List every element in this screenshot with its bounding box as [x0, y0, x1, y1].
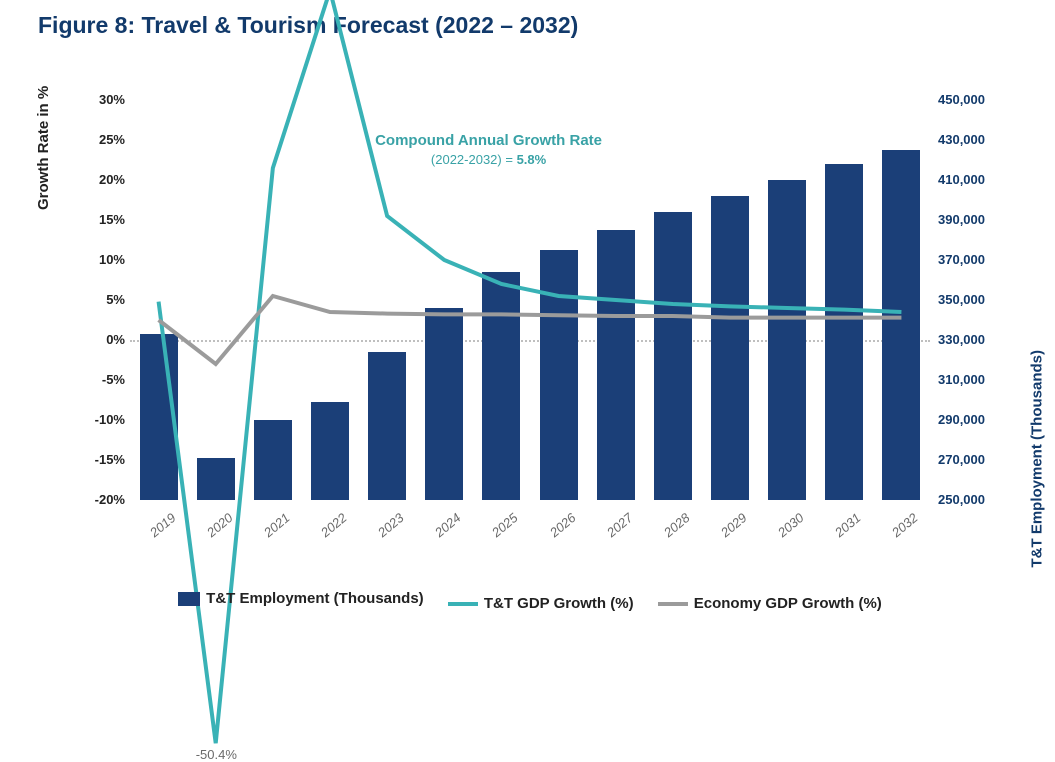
y-axis-left-label: Growth Rate in % — [35, 86, 52, 210]
legend-item-tnt-gdp: T&T GDP Growth (%) — [448, 595, 634, 612]
y-tick-right: 270,000 — [938, 452, 1003, 467]
legend-label: T&T Employment (Thousands) — [206, 590, 424, 607]
y-tick-right: 430,000 — [938, 132, 1003, 147]
figure-container: Figure 8: Travel & Tourism Forecast (202… — [0, 0, 1055, 728]
y-tick-right: 410,000 — [938, 172, 1003, 187]
y-tick-left: 15% — [80, 212, 125, 227]
legend-label: Economy GDP Growth (%) — [694, 595, 882, 612]
y-tick-left: 5% — [80, 292, 125, 307]
y-tick-right: 310,000 — [938, 372, 1003, 387]
y-tick-left: 30% — [80, 92, 125, 107]
y-tick-right: 250,000 — [938, 492, 1003, 507]
y-tick-right: 450,000 — [938, 92, 1003, 107]
y-tick-right: 350,000 — [938, 292, 1003, 307]
y-tick-left: 20% — [80, 172, 125, 187]
legend-item-economy-gdp: Economy GDP Growth (%) — [658, 595, 882, 612]
legend-swatch-line-icon — [658, 602, 688, 606]
legend-label: T&T GDP Growth (%) — [484, 595, 634, 612]
y-tick-left: 10% — [80, 252, 125, 267]
y-tick-right: 290,000 — [938, 412, 1003, 427]
plot-area: Compound Annual Growth Rate (2022-2032) … — [130, 100, 930, 500]
legend-swatch-bar-icon — [178, 592, 200, 606]
cagr-title: Compound Annual Growth Rate — [375, 132, 602, 149]
chart-area: Growth Rate in % T&T Employment (Thousan… — [70, 50, 990, 630]
tnt-gdp-growth-line — [159, 0, 902, 743]
legend-swatch-line-icon — [448, 602, 478, 606]
y-tick-right: 370,000 — [938, 252, 1003, 267]
trough-value-label: -50.4% — [196, 747, 237, 762]
y-tick-left: -15% — [80, 452, 125, 467]
y-tick-left: 25% — [80, 132, 125, 147]
line-series-group — [130, 0, 930, 620]
cagr-subtitle: (2022-2032) = 5.8% — [431, 152, 546, 167]
y-tick-right: 390,000 — [938, 212, 1003, 227]
y-axis-right-label: T&T Employment (Thousands) — [1028, 350, 1045, 568]
y-tick-left: -10% — [80, 412, 125, 427]
y-tick-left: -20% — [80, 492, 125, 507]
y-tick-right: 330,000 — [938, 332, 1003, 347]
y-tick-left: -5% — [80, 372, 125, 387]
cagr-annotation: Compound Annual Growth Rate (2022-2032) … — [359, 132, 619, 170]
y-tick-left: 0% — [80, 332, 125, 347]
legend: T&T Employment (Thousands) T&T GDP Growt… — [70, 590, 990, 612]
legend-item-employment: T&T Employment (Thousands) — [178, 590, 424, 607]
